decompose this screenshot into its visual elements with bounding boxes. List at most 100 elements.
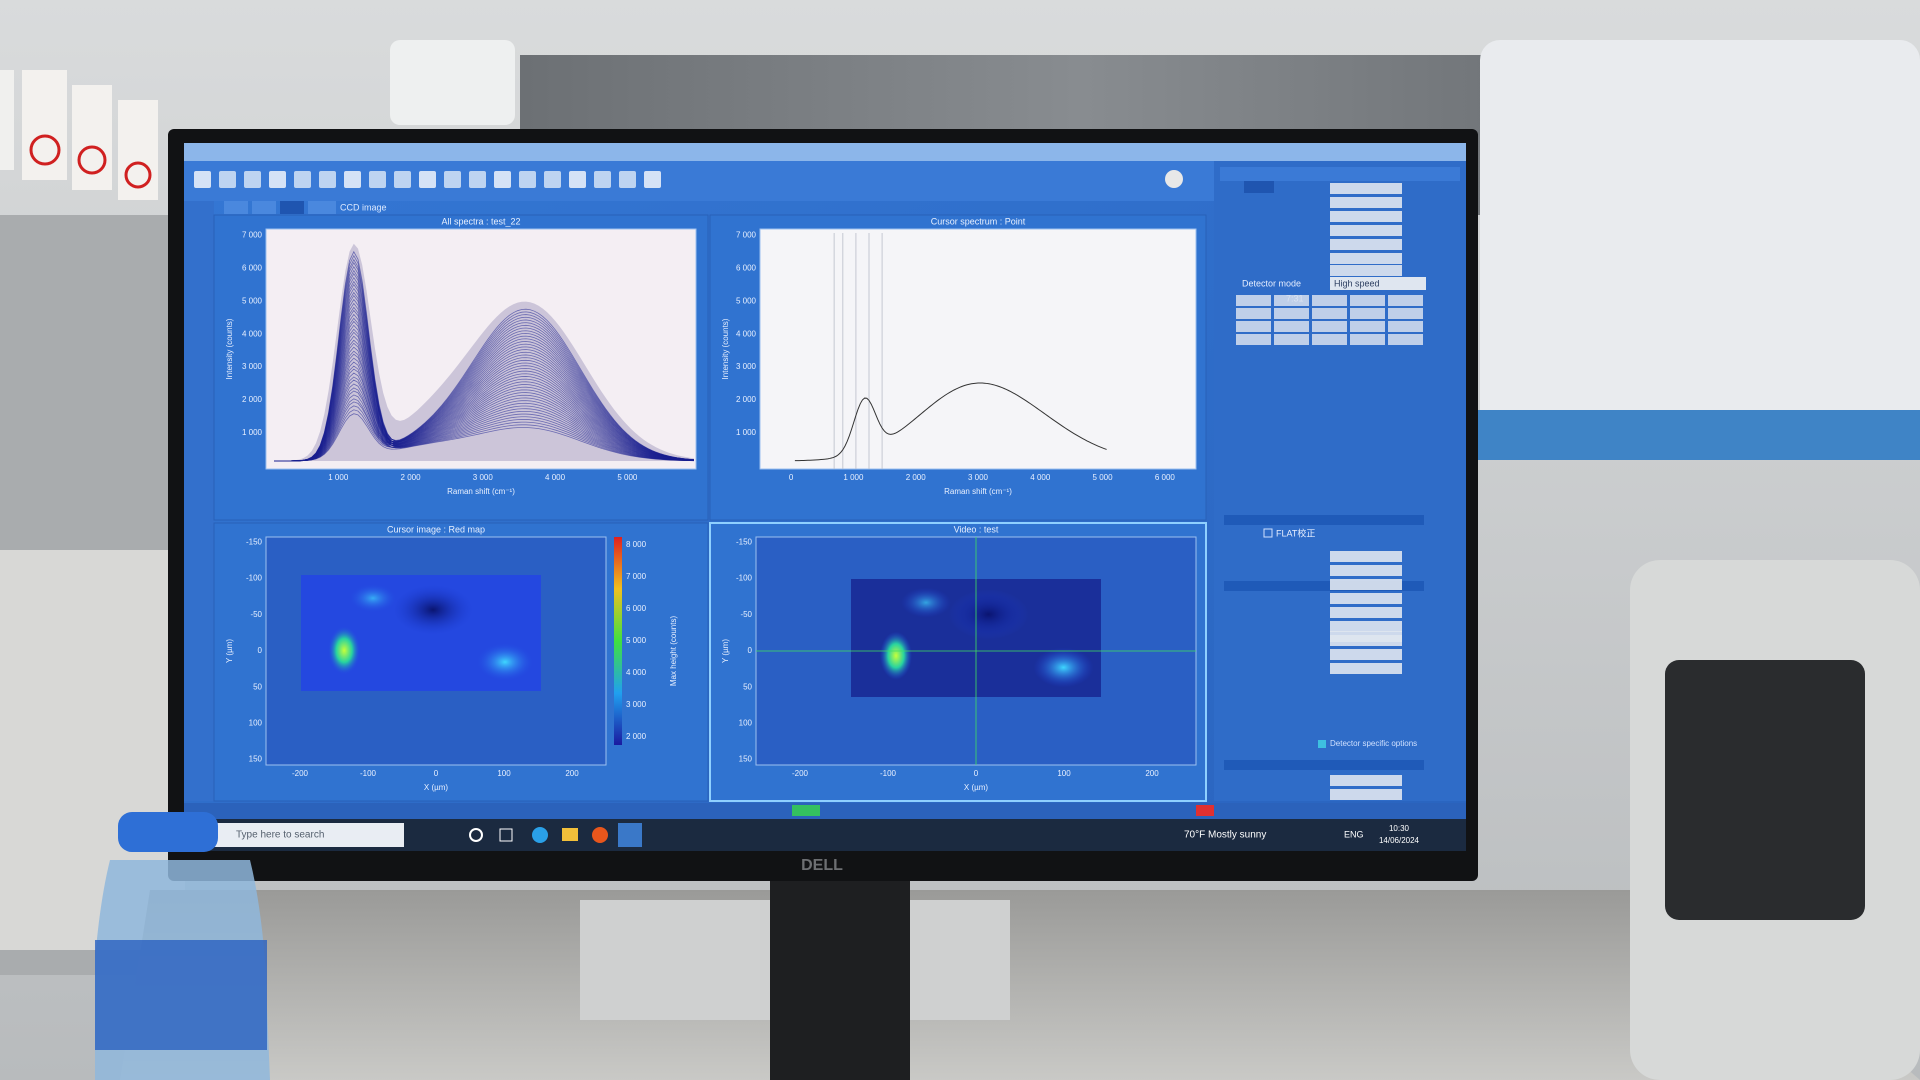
app-icon[interactable] (532, 827, 548, 843)
toolbar-button[interactable] (244, 171, 261, 188)
field[interactable] (1330, 593, 1402, 604)
detector-options-label[interactable]: Detector specific options (1330, 739, 1417, 748)
table-cell[interactable] (1388, 295, 1423, 306)
detector-mode-dropdown[interactable] (1330, 277, 1426, 290)
field[interactable] (1330, 663, 1402, 674)
table-cell[interactable] (1388, 334, 1423, 345)
toolbar-button[interactable] (369, 171, 386, 188)
app-icon[interactable] (562, 828, 578, 841)
spectrum-curve (273, 350, 695, 462)
toolbar-button[interactable] (1165, 170, 1183, 188)
table-cell[interactable] (1236, 295, 1271, 306)
field[interactable] (1330, 225, 1402, 236)
field[interactable] (1330, 789, 1402, 800)
tab[interactable] (224, 201, 248, 214)
field[interactable] (1330, 197, 1402, 208)
x-tick-label: 4 000 (1030, 473, 1051, 482)
monitor-stand (770, 860, 910, 1080)
image-feature (1033, 647, 1094, 688)
status-alarm (1196, 805, 1214, 816)
image-feature (393, 584, 473, 635)
field[interactable] (1330, 631, 1402, 642)
toolbar-button[interactable] (194, 171, 211, 188)
toolbar-button[interactable] (319, 171, 336, 188)
table-cell[interactable] (1350, 308, 1385, 319)
field[interactable] (1330, 565, 1402, 576)
y-tick-label: 3 000 (242, 362, 263, 371)
clock-time[interactable]: 10:30 (1389, 824, 1410, 833)
table-cell[interactable] (1236, 334, 1271, 345)
toolbar-button[interactable] (544, 171, 561, 188)
table-cell[interactable] (1274, 295, 1309, 306)
flat-label[interactable]: FLAT校正 (1276, 527, 1315, 538)
map-panel: Cursor image : Red map -200 -100 0 100 200 -15… (213, 522, 709, 802)
colorbar-tick-label: 6 000 (626, 604, 647, 613)
image-feature (880, 631, 912, 680)
table-cell[interactable] (1350, 295, 1385, 306)
app-icon[interactable] (592, 827, 608, 843)
table-cell[interactable] (1274, 308, 1309, 319)
toolbar-button[interactable] (569, 171, 586, 188)
table-cell[interactable] (1312, 295, 1347, 306)
toolbar-button[interactable] (344, 171, 361, 188)
colorbar-tick-label: 2 000 (626, 732, 647, 741)
table-cell[interactable] (1274, 334, 1309, 345)
table-cell[interactable] (1388, 308, 1423, 319)
app-icon[interactable] (618, 823, 642, 847)
tab[interactable] (252, 201, 276, 214)
checkbox[interactable] (1318, 740, 1326, 748)
toolbar-button[interactable] (594, 171, 611, 188)
table-cell[interactable] (1350, 334, 1385, 345)
field[interactable] (1330, 775, 1402, 786)
field[interactable] (1330, 579, 1402, 590)
toolbar-button[interactable] (219, 171, 236, 188)
app-icon[interactable] (469, 828, 483, 842)
toolbar-button[interactable] (419, 171, 436, 188)
toolbar-button[interactable] (294, 171, 311, 188)
search-placeholder[interactable]: Type here to search (236, 830, 324, 841)
toolbar-button[interactable] (494, 171, 511, 188)
tab[interactable] (308, 201, 336, 214)
table-cell[interactable] (1388, 321, 1423, 332)
table-cell[interactable] (1312, 321, 1347, 332)
field[interactable] (1330, 211, 1402, 222)
spectrum-curve (273, 389, 695, 462)
field[interactable] (1330, 253, 1402, 264)
toolbar-button[interactable] (644, 171, 661, 188)
clock-date[interactable]: 14/06/2024 (1379, 836, 1420, 845)
table-cell[interactable] (1350, 321, 1385, 332)
field[interactable] (1330, 649, 1402, 660)
table-cell[interactable] (1274, 321, 1309, 332)
x-tick-label: 1 000 (843, 473, 864, 482)
weather[interactable]: 70°F Mostly sunny (1184, 830, 1266, 841)
field[interactable] (1330, 239, 1402, 250)
toolbar-button[interactable] (469, 171, 486, 188)
table-cell[interactable] (1236, 321, 1271, 332)
table-cell[interactable] (1312, 334, 1347, 345)
settings-tab-active[interactable] (1244, 181, 1274, 193)
toolbar-button[interactable] (619, 171, 636, 188)
field[interactable] (1330, 183, 1402, 194)
image-feature (348, 583, 398, 614)
field[interactable] (1330, 265, 1402, 276)
search-box[interactable] (214, 823, 404, 847)
checkbox[interactable] (1263, 528, 1273, 538)
toolbar-button[interactable] (519, 171, 536, 188)
field[interactable] (1330, 551, 1402, 562)
table-cell[interactable] (1236, 308, 1271, 319)
settings-fields (1236, 183, 1423, 800)
table-cell[interactable] (1312, 308, 1347, 319)
toolbar-button[interactable] (444, 171, 461, 188)
toolbar-button[interactable] (269, 171, 286, 188)
language[interactable]: ENG (1344, 829, 1364, 839)
y-axis-label: Intensity (counts) (225, 318, 234, 379)
toolbar-button[interactable] (394, 171, 411, 188)
y-tick-label: 50 (253, 682, 262, 691)
tab-label[interactable]: CCD image (340, 202, 387, 212)
field[interactable] (1330, 607, 1402, 618)
tab[interactable] (280, 201, 304, 214)
field[interactable] (1330, 621, 1402, 632)
y-tick-label: 5 000 (242, 296, 263, 305)
detector-mode-value[interactable]: High speed (1334, 278, 1380, 288)
app-icon[interactable] (499, 828, 513, 842)
